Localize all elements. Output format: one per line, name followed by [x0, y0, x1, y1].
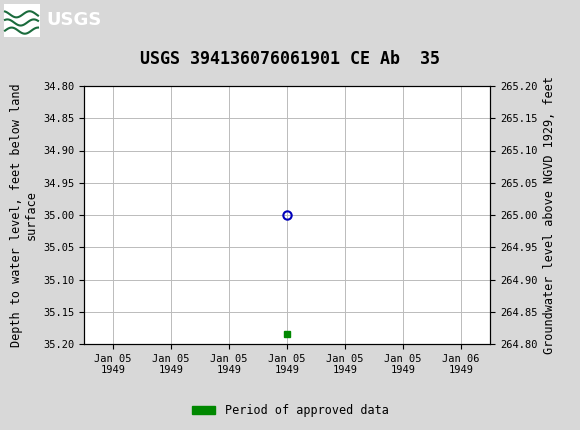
Text: USGS: USGS: [46, 12, 102, 29]
Text: USGS 394136076061901 CE Ab  35: USGS 394136076061901 CE Ab 35: [140, 50, 440, 68]
FancyBboxPatch shape: [4, 4, 40, 37]
Y-axis label: Depth to water level, feet below land
surface: Depth to water level, feet below land su…: [10, 83, 38, 347]
Y-axis label: Groundwater level above NGVD 1929, feet: Groundwater level above NGVD 1929, feet: [543, 76, 556, 354]
Legend: Period of approved data: Period of approved data: [187, 399, 393, 422]
